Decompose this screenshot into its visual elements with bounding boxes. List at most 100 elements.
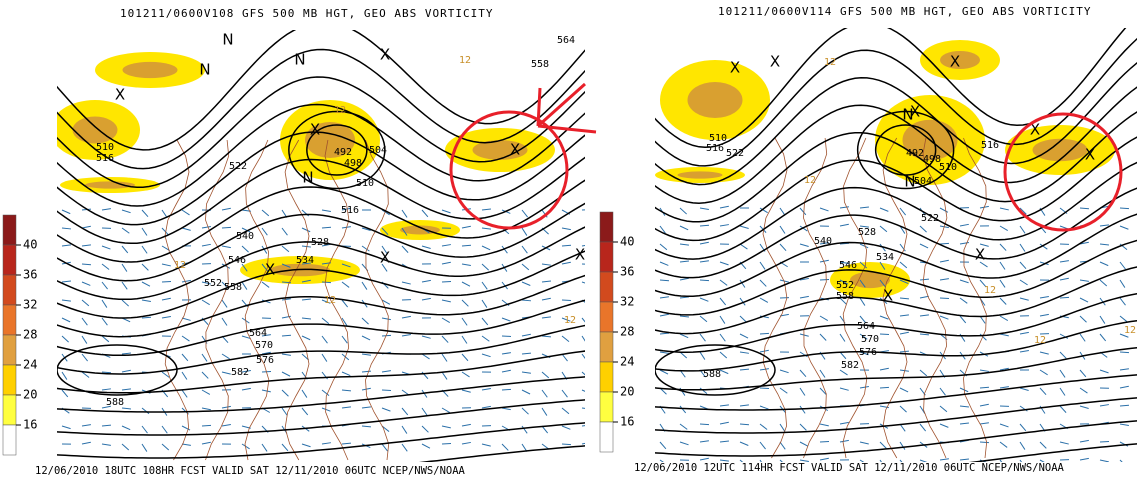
wind-barb: [939, 405, 948, 413]
wind-barb: [501, 388, 512, 391]
wind-barb: [201, 441, 211, 445]
wind-barb: [1019, 297, 1029, 301]
wind-barb: [999, 225, 1008, 232]
wind-barb: [521, 352, 532, 355]
wind-barb: [441, 299, 451, 303]
wind-barb: [521, 245, 528, 254]
wind-barb: [819, 207, 829, 212]
wind-barb: [1019, 279, 1028, 286]
wind-barb: [699, 279, 710, 282]
wind-barb: [1099, 224, 1109, 227]
contour-label: 564: [557, 35, 575, 46]
wind-barb: [201, 389, 211, 395]
wind-barb: [1119, 207, 1130, 210]
wind-barb: [381, 425, 390, 432]
wind-barb: [321, 209, 331, 212]
vorticity-core: [400, 225, 440, 235]
wind-barb: [779, 441, 786, 450]
height-contour: [57, 350, 585, 394]
border: [963, 137, 988, 459]
contour-label: 570: [861, 334, 879, 345]
wind-barb: [461, 263, 471, 267]
height-contour: [57, 399, 585, 436]
wind-barb: [401, 245, 409, 253]
wind-barb: [81, 299, 90, 307]
wind-barb: [819, 369, 826, 378]
wind-barb: [679, 296, 689, 299]
wind-barb: [1079, 439, 1089, 443]
contour-label: 576: [859, 347, 877, 358]
wind-barb: [421, 353, 430, 360]
max-marker: X: [950, 53, 960, 71]
contour-value: 12: [459, 55, 471, 66]
contour-label: 510: [96, 142, 114, 153]
wind-barb: [441, 371, 448, 380]
wind-barb: [421, 297, 431, 301]
wind-barb: [201, 407, 211, 411]
wind-barb: [759, 441, 766, 450]
wind-barb: [879, 225, 888, 233]
wind-barb: [241, 387, 251, 391]
wind-barb: [679, 405, 687, 414]
wind-barb: [381, 209, 390, 216]
annotation-circle: [1003, 112, 1123, 232]
wind-barb: [839, 242, 850, 245]
wind-barb: [321, 226, 332, 229]
wind-barb: [899, 243, 906, 252]
wind-barb: [421, 335, 431, 339]
wind-barb: [121, 227, 130, 234]
wind-barb: [1059, 296, 1070, 299]
wind-barb: [799, 387, 806, 396]
colorbar-segment: [599, 271, 614, 303]
height-contour: [655, 374, 1137, 411]
wind-barb: [121, 209, 131, 214]
wind-barb: [321, 281, 332, 284]
contour-value: 12: [564, 315, 576, 326]
wind-barb: [1019, 261, 1027, 270]
height-contour: [57, 30, 585, 151]
wind-barb: [301, 262, 311, 265]
wind-barb: [699, 351, 706, 360]
wind-barb: [1019, 441, 1026, 450]
wind-barb: [301, 227, 311, 233]
wind-barb: [999, 297, 1007, 305]
contour-label: 522: [921, 213, 939, 224]
height-contour: [57, 226, 585, 301]
wind-barb: [919, 369, 928, 377]
wind-barb: [81, 424, 91, 427]
wind-barb: [181, 443, 191, 446]
wind-barb: [919, 278, 930, 281]
wind-barb: [461, 423, 471, 427]
wind-barb: [361, 245, 370, 252]
height-contour: [968, 443, 1137, 462]
wind-barb: [719, 297, 727, 306]
wind-barb: [699, 333, 706, 342]
wind-barb: [521, 371, 531, 374]
wind-barb: [779, 369, 789, 374]
wind-barb: [401, 315, 411, 319]
wind-barb: [101, 281, 108, 290]
wind-barb: [739, 351, 749, 354]
wind-barb: [141, 299, 151, 303]
colorbar-segment: [599, 421, 614, 453]
wind-barb: [461, 225, 471, 229]
wind-barb: [659, 279, 670, 282]
wind-barb: [899, 261, 908, 269]
wind-barb: [939, 315, 949, 320]
wind-barb: [919, 225, 927, 233]
wind-barb: [799, 369, 807, 378]
wind-barb: [221, 207, 231, 211]
wind-barb: [381, 317, 391, 321]
contour-label: 528: [311, 237, 329, 248]
wind-barb: [799, 295, 809, 299]
wind-barb: [799, 459, 809, 462]
wind-barb: [141, 281, 151, 287]
wind-barb: [361, 425, 372, 428]
wind-barb: [999, 315, 1009, 321]
wind-barb: [1099, 315, 1106, 324]
wind-barb: [1019, 423, 1027, 432]
wind-barb: [1039, 369, 1048, 376]
wind-barb: [1019, 331, 1029, 335]
colorbar-label: 40: [620, 235, 634, 249]
